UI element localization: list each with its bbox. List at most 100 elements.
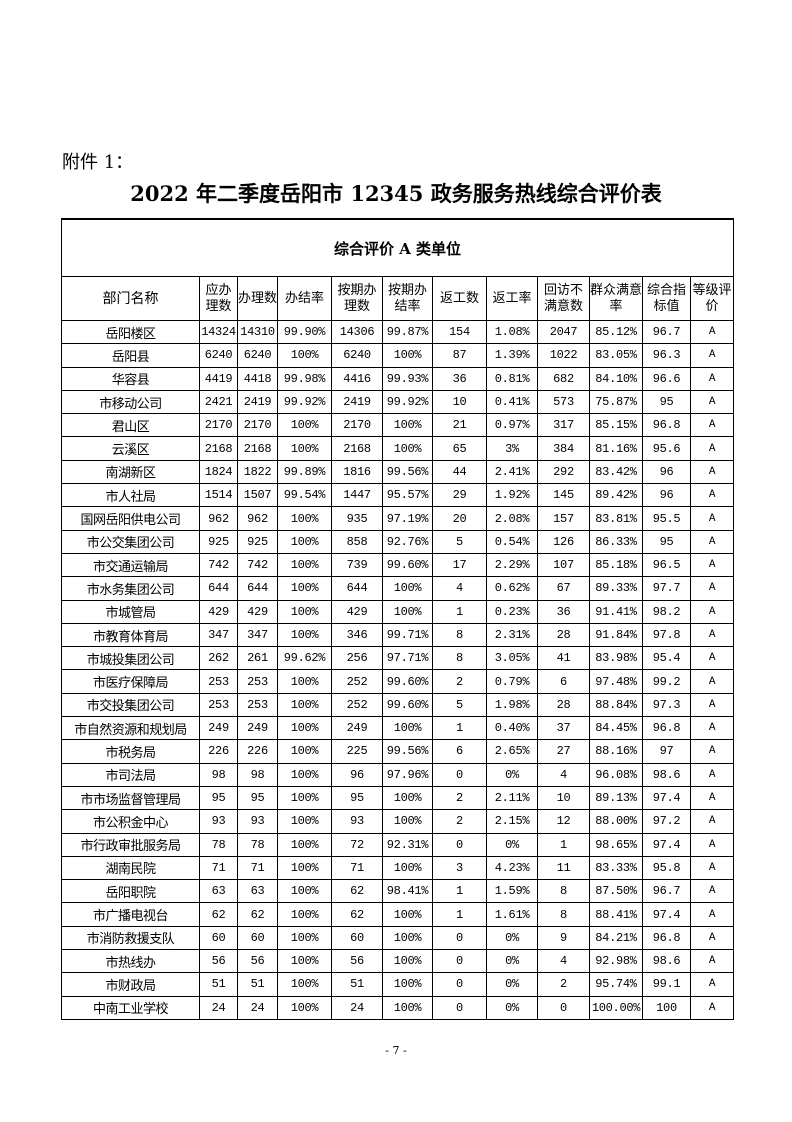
cell-rework-count: 1 <box>432 902 487 927</box>
cell-department: 中南工业学校 <box>61 995 200 1020</box>
cell-satisfaction-rate: 75.87% <box>589 389 643 415</box>
cell-department: 市司法局 <box>61 762 200 787</box>
cell-satisfaction-rate: 88.41% <box>589 902 643 927</box>
header-row: 部门名称 应办理数 办理数 办结率 按期办理数 按期办结率 返工数 返工率 回访不满意数 群众满意… <box>61 276 735 321</box>
table-row: 华容县 4419 4418 99.98% 4416 99.93% 36 0.81% 682 84.… <box>61 366 735 391</box>
table-row: 市行政审批服务局 78 78 100% 72 92.31% 0 0% 1 98.65% 97.4 A <box>61 832 735 857</box>
cell-grade: A <box>689 785 735 811</box>
cell-on-time-rate: 100% <box>382 855 433 881</box>
cell-grade: A <box>689 739 735 764</box>
table-row: 市自然资源和规划局 249 249 100% 249 100% 1 0.40% 37 84.45%… <box>61 716 735 741</box>
cell-composite-index: 96.8 <box>642 925 691 951</box>
cell-on-time-count: 72 <box>331 832 383 857</box>
cell-on-time-count: 93 <box>331 809 383 834</box>
cell-completion-rate: 100% <box>277 879 332 904</box>
cell-completion-rate: 99.98% <box>277 366 332 391</box>
cell-composite-index: 98.6 <box>642 762 691 787</box>
cell-handled-count: 429 <box>237 599 278 624</box>
cell-required-count: 78 <box>199 832 238 857</box>
cell-required-count: 962 <box>199 506 238 531</box>
cell-grade: A <box>689 949 735 974</box>
cell-required-count: 429 <box>199 599 238 624</box>
cell-composite-index: 97.7 <box>642 576 691 601</box>
cell-grade: A <box>689 669 735 694</box>
cell-on-time-count: 2170 <box>331 413 383 438</box>
table-row: 市热线办 56 56 100% 56 100% 0 0% 4 92.98% 98.6 A <box>61 949 735 974</box>
cell-grade: A <box>689 506 735 531</box>
table-row: 市移动公司 2421 2419 99.92% 2419 99.92% 10 0.41% 573 7… <box>61 389 735 415</box>
cell-department: 市水务集团公司 <box>61 576 200 601</box>
cell-handled-count: 62 <box>237 902 278 927</box>
table-row: 市广播电视台 62 62 100% 62 100% 1 1.61% 8 88.41% 97.4 A <box>61 902 735 927</box>
cell-rework-rate: 2.31% <box>486 622 538 648</box>
cell-satisfaction-rate: 88.00% <box>589 809 643 834</box>
cell-dissatisfied-count: 36 <box>537 599 590 624</box>
cell-rework-rate: 2.11% <box>486 785 538 811</box>
cell-composite-index: 97.8 <box>642 622 691 648</box>
cell-department: 岳阳县 <box>61 343 200 368</box>
cell-required-count: 226 <box>199 739 238 764</box>
header-completion-rate: 办结率 <box>277 276 332 321</box>
cell-rework-count: 29 <box>432 483 487 508</box>
cell-rework-count: 2 <box>432 669 487 694</box>
table-row: 市城管局 429 429 100% 429 100% 1 0.23% 36 91.41% 98.2 A <box>61 599 735 624</box>
cell-completion-rate: 100% <box>277 832 332 857</box>
cell-grade: A <box>689 366 735 391</box>
cell-rework-rate: 4.23% <box>486 855 538 881</box>
cell-dissatisfied-count: 292 <box>537 459 590 485</box>
cell-rework-count: 2 <box>432 785 487 811</box>
cell-on-time-count: 256 <box>331 646 383 671</box>
cell-handled-count: 644 <box>237 576 278 601</box>
page-number: - 7 - <box>385 1044 407 1057</box>
cell-rework-rate: 1.08% <box>486 319 538 345</box>
cell-completion-rate: 100% <box>277 622 332 648</box>
cell-grade: A <box>689 716 735 741</box>
cell-dissatisfied-count: 28 <box>537 692 590 718</box>
cell-rework-rate: 1.92% <box>486 483 538 508</box>
cell-grade: A <box>689 343 735 368</box>
cell-on-time-count: 2419 <box>331 389 383 415</box>
table-row: 岳阳楼区 14324 14310 99.90% 14306 99.87% 154 1.08% 2… <box>61 319 735 345</box>
header-dissatisfied-count: 回访不满意数 <box>537 276 590 321</box>
cell-department: 华容县 <box>61 366 200 391</box>
cell-required-count: 644 <box>199 576 238 601</box>
cell-satisfaction-rate: 92.98% <box>589 949 643 974</box>
cell-handled-count: 1507 <box>237 483 278 508</box>
cell-satisfaction-rate: 95.74% <box>589 972 643 997</box>
cell-completion-rate: 100% <box>277 902 332 927</box>
cell-required-count: 60 <box>199 925 238 951</box>
cell-required-count: 71 <box>199 855 238 881</box>
table-body: 岳阳楼区 14324 14310 99.90% 14306 99.87% 154 1.08% 2… <box>61 319 735 1020</box>
cell-dissatisfied-count: 2047 <box>537 319 590 345</box>
cell-rework-rate: 0% <box>486 972 538 997</box>
cell-dissatisfied-count: 4 <box>537 762 590 787</box>
cell-composite-index: 96.6 <box>642 366 691 391</box>
table-row: 市税务局 226 226 100% 225 99.56% 6 2.65% 27 88.16% 97 A <box>61 739 735 764</box>
cell-completion-rate: 100% <box>277 949 332 974</box>
cell-department: 市公积金中心 <box>61 809 200 834</box>
cell-rework-count: 1 <box>432 716 487 741</box>
cell-required-count: 925 <box>199 529 238 554</box>
cell-required-count: 253 <box>199 692 238 718</box>
cell-department: 南湖新区 <box>61 459 200 485</box>
cell-composite-index: 95.8 <box>642 855 691 881</box>
cell-dissatisfied-count: 573 <box>537 389 590 415</box>
header-rework-rate: 返工率 <box>486 276 538 321</box>
cell-required-count: 93 <box>199 809 238 834</box>
cell-rework-count: 0 <box>432 925 487 951</box>
cell-on-time-count: 252 <box>331 669 383 694</box>
cell-rework-rate: 0.23% <box>486 599 538 624</box>
cell-rework-rate: 0% <box>486 832 538 857</box>
cell-on-time-rate: 99.93% <box>382 366 433 391</box>
cell-grade: A <box>689 436 735 461</box>
cell-on-time-rate: 99.60% <box>382 552 433 578</box>
cell-completion-rate: 100% <box>277 925 332 951</box>
cell-required-count: 1824 <box>199 459 238 485</box>
cell-satisfaction-rate: 87.50% <box>589 879 643 904</box>
cell-completion-rate: 100% <box>277 692 332 718</box>
cell-rework-rate: 0% <box>486 762 538 787</box>
cell-rework-rate: 0.97% <box>486 413 538 438</box>
cell-satisfaction-rate: 84.45% <box>589 716 643 741</box>
cell-handled-count: 1822 <box>237 459 278 485</box>
cell-grade: A <box>689 762 735 787</box>
